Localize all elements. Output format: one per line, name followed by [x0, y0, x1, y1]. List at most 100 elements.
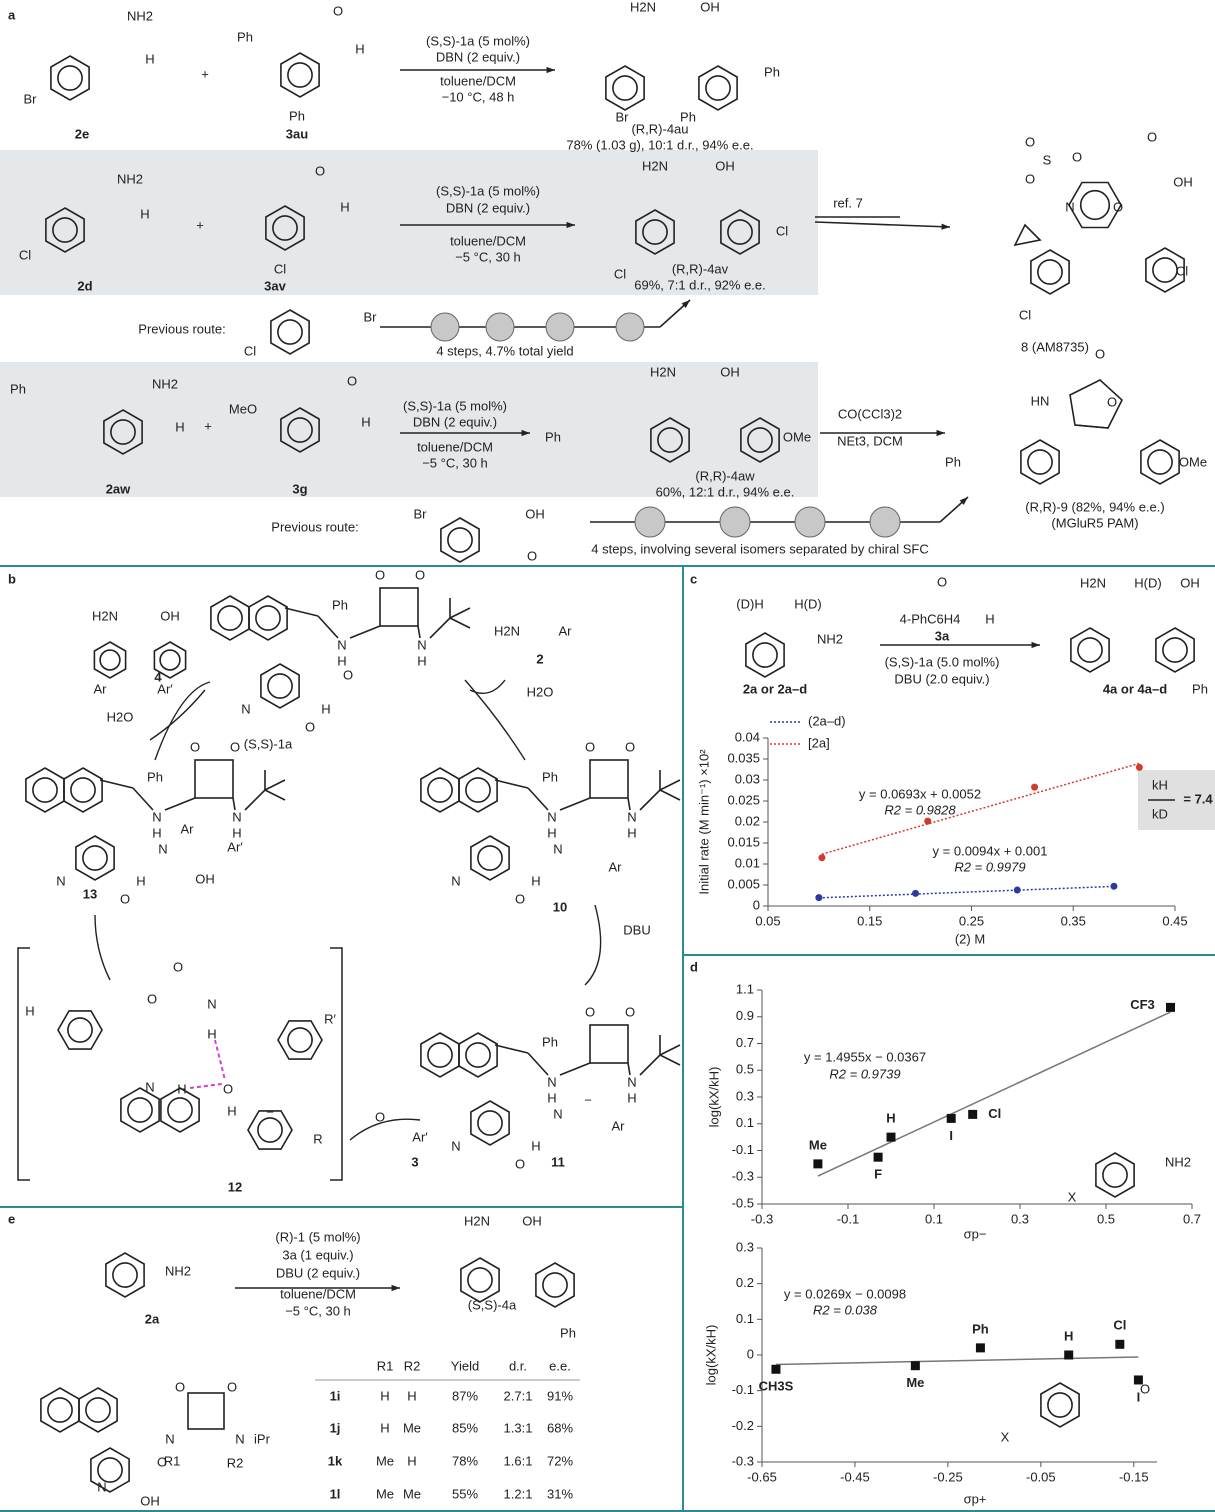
point — [1110, 882, 1118, 890]
atom-label: Cl — [614, 266, 626, 281]
atom-label: H — [361, 414, 370, 429]
x-tick-label: 0.1 — [925, 1211, 943, 1226]
table-cell: Me — [376, 1453, 394, 1468]
atom-label: O — [375, 567, 385, 582]
x-tick-label: -0.05 — [1026, 1469, 1056, 1484]
label: 8 (AM8735) — [1021, 339, 1089, 354]
atom-label: O — [343, 667, 353, 682]
ring-inner — [465, 777, 491, 803]
atom-label: OH — [1173, 174, 1193, 189]
atom-label: OH — [715, 158, 735, 173]
y-tick-label: 0.03 — [735, 771, 760, 786]
table-cell: 87% — [452, 1388, 478, 1403]
atom-label: OMe — [783, 429, 811, 444]
panel-label: c — [690, 571, 697, 586]
atom-label: N — [207, 996, 216, 1011]
squaramide — [379, 587, 419, 627]
bond — [164, 797, 196, 811]
atom-label: HN — [1031, 393, 1050, 408]
ring — [280, 407, 320, 453]
ring-inner — [1027, 449, 1053, 475]
y-axis-label: log(kX/kH) — [706, 1067, 721, 1128]
atom-label: N — [158, 841, 167, 856]
point-label: CH3S — [759, 1379, 794, 1394]
x-tick-label: 0.3 — [1011, 1211, 1029, 1226]
point-label: H — [886, 1111, 895, 1126]
atom-label: N — [627, 1074, 636, 1089]
ring — [440, 517, 480, 563]
atom-label: Cl — [244, 343, 256, 358]
table-cell: Me — [376, 1486, 394, 1501]
cycle-arrow — [94, 914, 111, 981]
label: −10 °C, 48 h — [442, 89, 515, 104]
ring — [248, 595, 288, 641]
y-tick-label: -0.5 — [732, 1195, 754, 1210]
bond — [659, 1054, 681, 1066]
atom-label: Ph — [1192, 681, 1208, 696]
atom-label: OH — [160, 608, 180, 623]
atom-label: N — [627, 809, 636, 824]
atom-label: O — [415, 567, 425, 582]
atom-label: N — [451, 1138, 460, 1153]
label: 2aw — [106, 481, 131, 496]
bond — [232, 797, 236, 811]
ring-inner — [542, 1272, 568, 1298]
label: 4a or 4a–d — [1103, 681, 1167, 696]
ring-inner — [217, 605, 243, 631]
atom-label: Ph — [560, 1325, 576, 1340]
bond — [527, 787, 549, 811]
ring — [535, 1262, 575, 1308]
table-header: Yield — [451, 1358, 479, 1373]
atom-label: Ph — [289, 108, 305, 123]
x-tick-label: 0.25 — [959, 913, 984, 928]
atom-label: Ar — [559, 623, 573, 638]
atom-label: Br — [24, 91, 38, 106]
atom-label: N — [56, 873, 65, 888]
ring — [280, 52, 320, 98]
atom-label: N — [97, 1479, 106, 1494]
ring-inner — [1047, 1392, 1073, 1418]
atom-label: O — [120, 891, 130, 906]
atom-label: OH — [1180, 575, 1200, 590]
annotation: y = 0.0693x + 0.0052 — [859, 786, 981, 801]
table-cell: 1.3:1 — [504, 1420, 533, 1435]
ring-inner — [67, 1017, 93, 1043]
atom-label: Br — [616, 109, 630, 124]
atom-label: O — [175, 1379, 185, 1394]
ring — [103, 409, 143, 455]
ring-inner — [612, 75, 638, 101]
label: −5 °C, 30 h — [422, 455, 488, 470]
label: (S,S)-1a (5 mol%) — [403, 398, 507, 413]
ring — [650, 417, 690, 463]
ring-inner — [277, 319, 303, 345]
atom-label: H — [417, 653, 426, 668]
ring — [247, 1110, 293, 1150]
atom-label: O — [515, 1156, 525, 1171]
trend-line — [775, 1356, 1139, 1366]
atom-label: Ph — [542, 769, 558, 784]
bond — [639, 789, 661, 811]
atom-label: H2N — [1080, 575, 1106, 590]
ring — [1030, 249, 1070, 295]
ring — [1068, 181, 1122, 229]
ring — [720, 209, 760, 255]
x-tick-label: 0.05 — [755, 913, 780, 928]
point-label: Cl — [1113, 1318, 1126, 1333]
ring-inner — [82, 845, 108, 871]
ring-inner — [752, 642, 778, 668]
atom-label: N — [417, 637, 426, 652]
table-cell: H — [380, 1420, 389, 1435]
bond — [659, 779, 681, 791]
atom-label: Ph — [10, 381, 26, 396]
atom-label: OMe — [1179, 454, 1207, 469]
atom-label: O — [1147, 129, 1157, 144]
atom-label: H — [177, 1081, 186, 1096]
trend-line — [818, 885, 1114, 899]
atom-label: O — [937, 574, 947, 589]
atom-label: Cl — [274, 261, 286, 276]
ring-inner — [477, 1110, 503, 1136]
point — [818, 854, 826, 862]
atom-label: O — [315, 163, 325, 178]
label: 4 steps, 4.7% total yield — [436, 343, 573, 358]
label: 60%, 12:1 d.r., 94% e.e. — [656, 484, 795, 499]
